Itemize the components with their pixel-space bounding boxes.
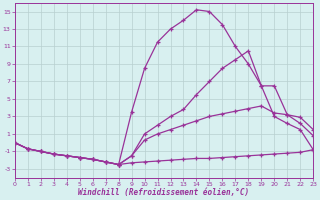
X-axis label: Windchill (Refroidissement éolien,°C): Windchill (Refroidissement éolien,°C) — [78, 188, 250, 197]
